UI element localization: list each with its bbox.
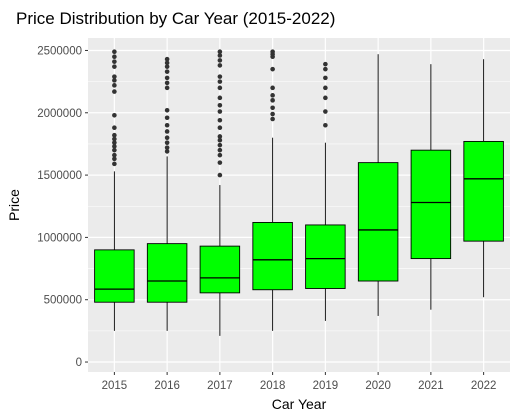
outlier-point [218, 118, 223, 123]
outlier-point [218, 74, 223, 79]
outlier-point [218, 125, 223, 130]
x-tick-label: 2018 [260, 380, 286, 392]
outlier-point [165, 140, 170, 145]
outlier-point [165, 145, 170, 150]
y-tick-label: 0 [76, 357, 82, 369]
outlier-point [323, 96, 328, 101]
outlier-point [218, 160, 223, 165]
iqr-box [464, 141, 504, 241]
x-tick-label: 2015 [102, 380, 128, 392]
x-axis-title: Car Year [272, 396, 327, 412]
outlier-point [112, 153, 117, 158]
outlier-point [112, 133, 117, 138]
outlier-point [218, 134, 223, 139]
y-axis-title: Price [6, 189, 22, 221]
outlier-point [218, 96, 223, 101]
outlier-point [112, 83, 117, 88]
outlier-point [323, 123, 328, 128]
iqr-box [253, 222, 293, 289]
outlier-point [270, 105, 275, 110]
outlier-point [112, 64, 117, 69]
outlier-point [218, 173, 223, 178]
outlier-point [218, 49, 223, 54]
outlier-point [270, 93, 275, 98]
y-tick-label: 2500000 [37, 45, 82, 57]
outlier-point [165, 86, 170, 91]
outlier-point [165, 129, 170, 134]
x-tick-label: 2017 [207, 380, 233, 392]
x-tick-label: 2022 [471, 380, 497, 392]
outlier-point [165, 69, 170, 74]
outlier-point [112, 59, 117, 64]
outlier-point [218, 143, 223, 148]
outlier-point [218, 148, 223, 153]
outlier-point [270, 112, 275, 117]
outlier-point [270, 49, 275, 54]
outlier-point [218, 63, 223, 68]
iqr-box [358, 163, 398, 281]
outlier-point [323, 67, 328, 72]
y-tick-label: 1000000 [37, 232, 82, 244]
outlier-point [218, 79, 223, 84]
iqr-box [411, 150, 451, 258]
iqr-box [200, 246, 240, 293]
y-tick-label: 1500000 [37, 170, 82, 182]
outlier-point [270, 98, 275, 103]
outlier-point [112, 54, 117, 59]
y-axis-ticks: 0 500000 1000000 1500000 2000000 2500000 [37, 45, 88, 369]
outlier-point [218, 103, 223, 108]
x-tick-label: 2019 [313, 380, 339, 392]
outlier-point [165, 108, 170, 113]
iqr-box [147, 244, 187, 303]
outlier-point [270, 86, 275, 91]
outlier-point [165, 76, 170, 81]
outlier-point [112, 125, 117, 130]
x-tick-label: 2016 [154, 380, 180, 392]
outlier-point [165, 123, 170, 128]
chart-title: Price Distribution by Car Year (2015-202… [16, 9, 335, 28]
outlier-point [323, 62, 328, 67]
x-tick-label: 2021 [418, 380, 444, 392]
outlier-point [165, 115, 170, 120]
outlier-point [323, 109, 328, 114]
outlier-point [112, 49, 117, 54]
iqr-box [306, 225, 346, 289]
outlier-point [112, 89, 117, 94]
outlier-point [323, 76, 328, 81]
x-tick-label: 2020 [365, 380, 391, 392]
outlier-point [165, 81, 170, 86]
outlier-point [270, 67, 275, 72]
outlier-point [165, 57, 170, 62]
outlier-point [112, 74, 117, 79]
outlier-point [218, 86, 223, 91]
outlier-point [218, 58, 223, 63]
outlier-point [270, 117, 275, 122]
x-axis-ticks: 2015 2016 2017 2018 2019 2020 2021 2022 [102, 372, 497, 392]
outlier-point [112, 162, 117, 167]
iqr-box [95, 250, 135, 302]
outlier-point [323, 86, 328, 91]
outlier-point [112, 113, 117, 118]
y-tick-label: 2000000 [37, 108, 82, 120]
outlier-point [218, 153, 223, 158]
y-tick-label: 500000 [44, 295, 82, 307]
outlier-point [218, 109, 223, 114]
outlier-point [165, 135, 170, 140]
